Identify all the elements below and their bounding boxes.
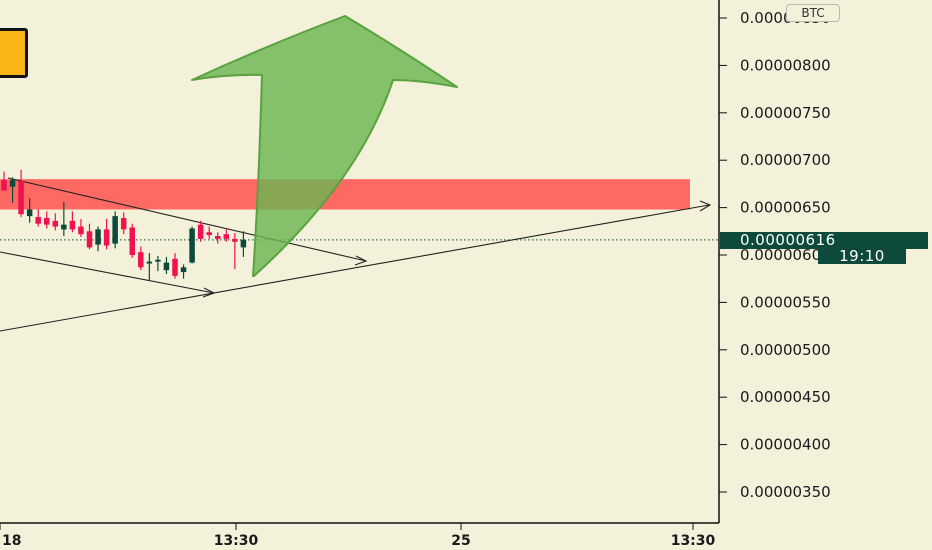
candle-body [9,180,16,187]
candle-body [155,259,161,262]
candle-body [120,218,127,230]
bullish-arrow-icon [191,15,458,277]
axis-layer: 0.000008500.000008000.000007500.00000700… [0,0,831,549]
time-tick-label: 25 [451,533,470,549]
candle-body [163,262,170,271]
candle-body [206,232,212,236]
lower-channel-arrowhead [202,287,216,298]
orange-marker-icon [0,28,28,78]
candle-body [61,224,67,230]
candle-body [223,234,230,239]
candle-body [95,229,101,245]
candle-body [189,228,195,263]
candle-body [138,252,144,268]
price-tick-label: 0.00000800 [740,56,831,74]
candle-body [146,261,153,264]
candle-body [232,238,238,242]
time-tick-label: 13:30 [214,533,259,549]
price-tick-label: 0.00000500 [740,341,831,359]
candle-body [86,231,93,248]
candle-body [197,224,204,239]
price-tick-label: 0.00000650 [740,199,831,217]
resistance-zone [0,179,690,210]
time-tick-label: 13:30 [671,533,716,549]
last-price-label: 0.00000616 [720,232,928,249]
candle-body [69,220,76,230]
candle-body [52,220,59,227]
time-tick-label: 18 [2,533,21,549]
price-tick-label: 0.00000400 [740,436,831,454]
candle-body [172,258,178,276]
lower-channel-line [0,251,215,294]
trendlines-layer [0,177,712,332]
candle-body [1,180,7,191]
candle-body [240,239,247,248]
candle-body [112,216,118,244]
price-tick-label: 0.00000450 [740,388,831,406]
arrow-layer [191,15,458,277]
price-tick-label: 0.00000700 [740,151,831,169]
candle-body [44,218,50,225]
price-tick-label: 0.00000350 [740,483,831,501]
upper-channel-arrowhead [354,255,368,266]
candle-body [18,181,24,215]
rising-trendline-arrowhead [699,200,712,212]
candle-body [35,217,41,224]
candles-layer [1,169,247,281]
rising-trendline [0,204,710,332]
candle-body [215,236,221,239]
price-tick-label: 0.00000550 [740,293,831,311]
candle-body [78,226,84,235]
candle-body [180,267,187,273]
resistance-zone-layer [0,179,690,210]
upper-channel-line [7,177,367,262]
candle-body [129,227,135,255]
candle-body [103,229,110,246]
candle-countdown-label: 19:10 [818,248,906,264]
price-tick-label: 0.00000600 [740,246,831,264]
currency-badge[interactable]: BTC [786,4,840,22]
candle-body [26,209,33,217]
price-tick-label: 0.00000750 [740,104,831,122]
